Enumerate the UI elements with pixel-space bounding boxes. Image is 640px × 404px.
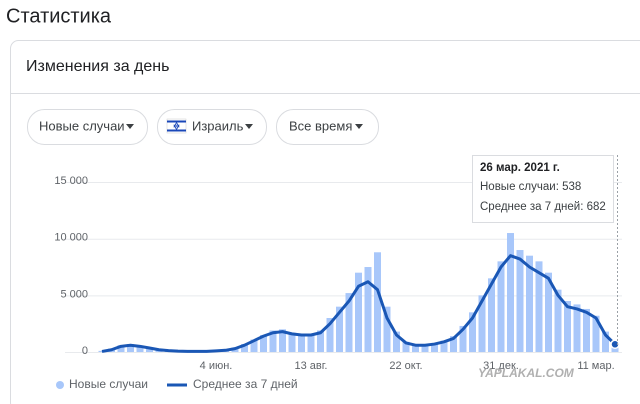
watermark: YAPLAKAL.COM bbox=[478, 366, 575, 380]
heading: Статистика bbox=[6, 5, 112, 27]
bar bbox=[127, 344, 134, 352]
bar bbox=[374, 252, 381, 352]
y-tick-label: 10 000 bbox=[54, 232, 88, 244]
legend-swatch bbox=[56, 381, 64, 389]
button-label: Новые случаи bbox=[39, 118, 125, 133]
x-tick-label: 22 окт. bbox=[389, 360, 422, 372]
bar bbox=[440, 340, 448, 352]
bar bbox=[592, 315, 600, 352]
bar bbox=[241, 344, 248, 352]
x-tick-label: 13 авг. bbox=[295, 360, 328, 372]
bar bbox=[412, 344, 419, 352]
bar bbox=[383, 306, 391, 352]
bar bbox=[526, 255, 533, 352]
bar bbox=[564, 301, 571, 352]
bar bbox=[336, 306, 343, 352]
bar bbox=[497, 261, 505, 352]
bar bbox=[535, 261, 543, 352]
tooltip-line: Новые случаи: 538 bbox=[480, 181, 581, 193]
bar bbox=[507, 233, 514, 352]
bar bbox=[146, 348, 153, 352]
tooltip-line: Среднее за 7 дней: 682 bbox=[480, 201, 606, 213]
tooltip: 26 мар. 2021 г. Новые случаи: 538 Средне… bbox=[472, 155, 614, 223]
bar bbox=[355, 272, 362, 352]
legend-label: Новые случаи bbox=[69, 377, 148, 391]
bar bbox=[469, 312, 476, 352]
bar bbox=[402, 341, 410, 352]
bar bbox=[364, 267, 372, 352]
filter-button[interactable]: Израиль bbox=[157, 109, 267, 145]
bar bbox=[459, 325, 467, 352]
y-tick-label: 15 000 bbox=[54, 175, 88, 187]
x-tick-label: 4 июн. bbox=[200, 360, 233, 372]
x-tick-label: 31 дек. bbox=[483, 360, 519, 372]
bar bbox=[317, 330, 324, 352]
bar bbox=[554, 289, 562, 352]
bar bbox=[345, 293, 353, 352]
bar bbox=[583, 308, 590, 352]
filter-button[interactable]: Все время bbox=[276, 109, 379, 145]
bar bbox=[307, 333, 315, 352]
bar bbox=[260, 335, 267, 352]
flag-icon bbox=[166, 118, 187, 134]
bar bbox=[279, 329, 286, 352]
bar bbox=[298, 333, 305, 352]
y-tick-label: 0 bbox=[82, 345, 88, 357]
bar bbox=[478, 295, 486, 352]
legend-label: Среднее за 7 дней bbox=[193, 377, 298, 391]
bar bbox=[573, 304, 581, 352]
bar bbox=[488, 278, 495, 352]
legend: Новые случаи Среднее за 7 дней bbox=[56, 377, 298, 391]
bar bbox=[269, 330, 277, 352]
bar bbox=[602, 331, 609, 352]
bar bbox=[326, 318, 334, 352]
bar bbox=[421, 344, 429, 352]
bar bbox=[250, 339, 258, 352]
plot: 0 5 000 10 000 15 000 4 июн. 13 авг. 22 окт. 31… bbox=[54, 175, 622, 372]
filter-button[interactable]: Новые случаи bbox=[27, 109, 148, 145]
bar bbox=[136, 345, 144, 352]
bar bbox=[393, 331, 400, 352]
x-tick-label: 11 мар. bbox=[577, 360, 614, 372]
bar bbox=[431, 342, 438, 352]
bar bbox=[516, 250, 524, 352]
button-label: Израиль bbox=[192, 118, 244, 133]
line bbox=[101, 254, 617, 353]
bar bbox=[288, 332, 296, 352]
card-title: Изменения за день bbox=[26, 58, 169, 75]
hover-point bbox=[610, 339, 620, 350]
bar bbox=[117, 345, 125, 352]
y-tick-label: 5 000 bbox=[60, 288, 88, 300]
button-label: Все время bbox=[289, 118, 352, 133]
bar bbox=[450, 336, 457, 352]
tooltip-date: 26 мар. 2021 г. bbox=[480, 162, 560, 174]
bar bbox=[545, 272, 552, 352]
